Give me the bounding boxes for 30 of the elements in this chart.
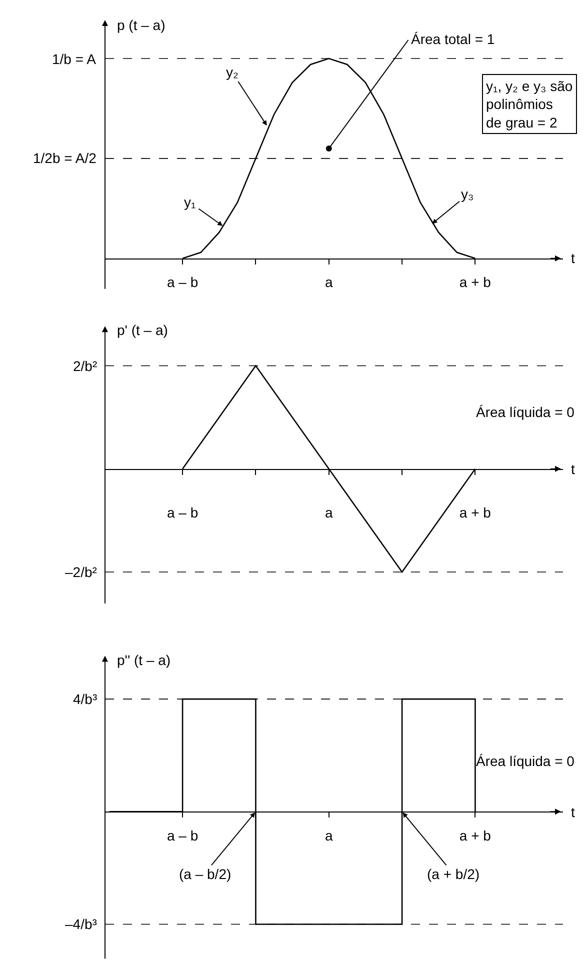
x-tick-label: a + b [459, 274, 492, 290]
ref-line-label: –4/b³ [65, 916, 98, 932]
x-tick-label: a [324, 504, 333, 521]
x-tick-label: a + b [459, 504, 492, 521]
ref-line-label: 4/b³ [73, 691, 98, 707]
x-axis-title: t [571, 461, 575, 477]
ref-line-label: 1/2b = A/2 [33, 150, 97, 166]
x-tick-label: a + b [459, 827, 492, 844]
ref-line-label: 2/b² [73, 358, 98, 374]
y-axis-title: p' (t – a) [117, 322, 168, 338]
x-axis-title: t [571, 804, 575, 820]
annotation: (a – b/2) [179, 866, 232, 882]
x-tick-label: a [324, 827, 333, 844]
x-axis-title: t [571, 250, 575, 266]
text: Área total = 1 [411, 31, 495, 47]
y-axis-title: p (t – a) [117, 17, 166, 33]
x-tick-label: a – b [166, 274, 198, 290]
x-tick-label: a [324, 274, 333, 290]
annotation: y₂ [226, 64, 238, 80]
text: y₁, y₂ e y₃ são polinômios de grau = 2 [486, 78, 573, 130]
annotation: Área líquida = 0 [476, 404, 575, 420]
x-tick-label: a – b [166, 827, 198, 844]
annotation: y₁ [184, 194, 196, 210]
annotation: (a + b/2) [427, 866, 480, 882]
annotation: Área líquida = 0 [476, 753, 575, 769]
ref-line-label: 1/b = A [52, 51, 97, 67]
ref-line-label: –2/b² [65, 564, 98, 580]
y-axis-title: p'' (t – a) [117, 652, 171, 668]
x-tick-label: a – b [166, 504, 198, 521]
annotation: y₃ [461, 186, 474, 202]
